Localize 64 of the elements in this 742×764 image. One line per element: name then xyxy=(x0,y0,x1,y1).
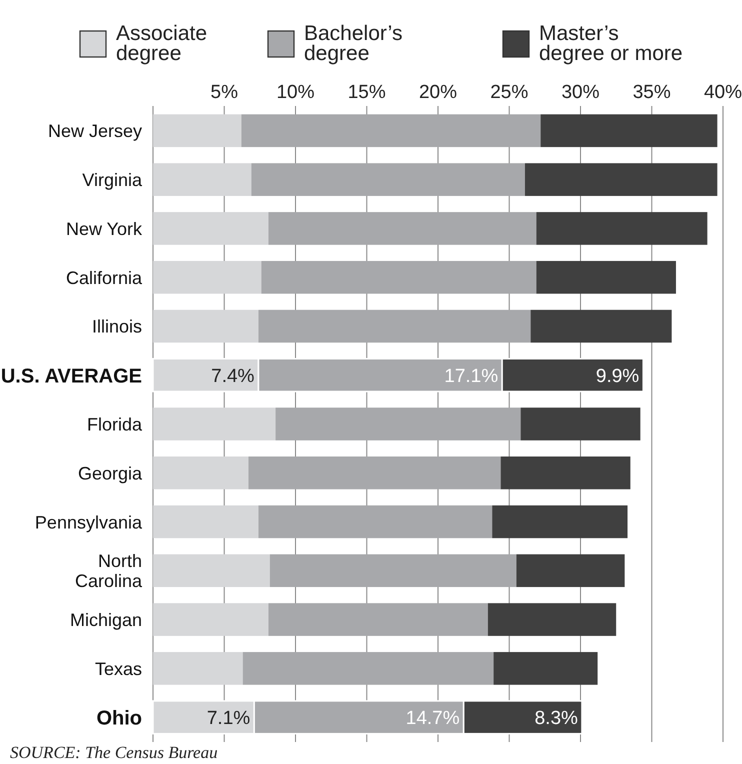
bar xyxy=(241,114,541,148)
data-label: 7.1% xyxy=(206,708,250,730)
legend-label: Bachelor’s degree xyxy=(304,22,402,65)
bar xyxy=(488,603,616,636)
bar xyxy=(536,212,708,245)
bar xyxy=(270,554,516,588)
y-tick-label: U.S. AVERAGE xyxy=(0,365,142,388)
bar xyxy=(153,310,258,343)
data-label: 14.7% xyxy=(406,708,460,730)
y-tick-label: Illinois xyxy=(92,316,142,337)
bar xyxy=(261,260,536,294)
y-tick-label: Georgia xyxy=(78,463,143,484)
bar xyxy=(268,212,536,245)
x-tick-label: 15% xyxy=(348,82,386,103)
bar xyxy=(492,505,628,538)
bar xyxy=(153,260,262,294)
bar xyxy=(524,163,718,196)
bar xyxy=(248,456,501,490)
x-tick-label: 25% xyxy=(490,82,528,103)
bar xyxy=(153,212,268,245)
bar xyxy=(276,408,521,440)
x-tick-label: 20% xyxy=(418,82,458,103)
legend-label: Associate degree xyxy=(116,22,208,65)
bar xyxy=(153,505,258,538)
bar xyxy=(258,310,531,343)
bar xyxy=(153,456,248,490)
data-label: 7.4% xyxy=(211,366,255,387)
bar xyxy=(153,114,242,148)
y-tick-label: North Carolina xyxy=(74,551,143,592)
bar xyxy=(153,603,268,636)
bar xyxy=(494,652,598,685)
y-tick-label: Virginia xyxy=(82,170,143,190)
bar xyxy=(516,554,625,588)
source-note: SOURCE: The Census Bureau xyxy=(10,743,218,762)
y-tick-label: Florida xyxy=(86,414,143,434)
bar xyxy=(268,603,488,636)
data-label: 9.9% xyxy=(596,366,640,387)
bar xyxy=(258,505,492,538)
bar xyxy=(520,408,640,440)
y-tick-label: New Jersey xyxy=(48,121,142,142)
y-tick-label: California xyxy=(66,268,143,288)
bar xyxy=(251,163,525,196)
y-tick-label: Michigan xyxy=(70,610,142,630)
data-label: 8.3% xyxy=(534,708,578,730)
bar xyxy=(500,456,630,490)
bar xyxy=(153,163,252,196)
x-tick-label: 5% xyxy=(210,82,238,103)
x-tick-label: 40% xyxy=(704,82,742,103)
bar xyxy=(536,260,676,294)
y-tick-label: Texas xyxy=(94,658,142,679)
y-tick-label: Ohio xyxy=(96,708,142,730)
legend-label: Master’s degree or more xyxy=(539,22,683,65)
x-tick-label: 30% xyxy=(561,82,600,103)
x-tick-label: 35% xyxy=(632,82,671,103)
data-label: 17.1% xyxy=(444,366,498,387)
bar xyxy=(153,554,270,588)
bar xyxy=(153,408,276,440)
y-tick-label: Pennsylvania xyxy=(34,512,143,532)
x-tick-label: 10% xyxy=(276,82,315,103)
bar xyxy=(540,114,718,148)
bar xyxy=(530,310,672,343)
bar xyxy=(153,652,243,685)
y-tick-label: New York xyxy=(66,218,143,239)
bar xyxy=(242,652,494,685)
